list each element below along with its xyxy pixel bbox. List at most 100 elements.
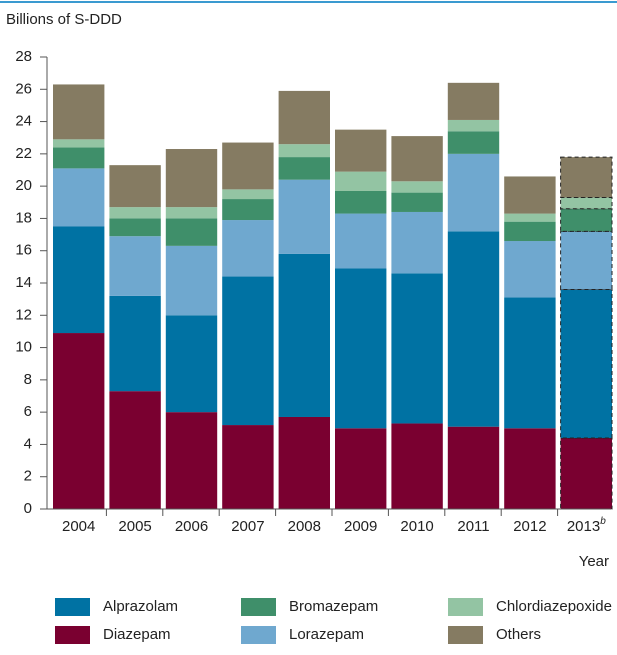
bar-segment — [560, 288, 613, 439]
bar-segment — [335, 268, 387, 429]
bar-segment — [53, 333, 105, 509]
bar-segment — [447, 82, 500, 120]
bar-segment — [560, 208, 613, 232]
bar-segment — [447, 231, 500, 427]
x-tick-text: 2007 — [231, 518, 264, 535]
bar-segment — [109, 236, 161, 296]
bar-segment — [447, 153, 500, 232]
bar-segment — [278, 144, 330, 158]
bar-segment — [391, 423, 443, 509]
bar-segment — [222, 189, 274, 200]
legend-swatch — [241, 598, 276, 616]
bar-segment — [335, 428, 387, 509]
bar-segment — [447, 426, 500, 509]
bar-segment — [504, 213, 556, 222]
y-tick-label: 28 — [15, 48, 32, 65]
bar-segment — [222, 276, 274, 426]
bar-segment — [165, 245, 218, 316]
bar-segment — [109, 295, 161, 392]
legend-label: Others — [496, 626, 541, 643]
legend-label: Diazepam — [103, 626, 171, 643]
bar-segment — [391, 192, 443, 212]
x-tick-text: 2012 — [513, 518, 546, 535]
bar-segment — [447, 131, 500, 154]
x-tick-label: 2010 — [400, 518, 433, 535]
legend-swatch — [55, 626, 90, 644]
y-tick-label: 12 — [15, 306, 32, 323]
bar-segment — [391, 136, 443, 182]
bar-segment — [335, 171, 387, 191]
x-tick-text: 2005 — [118, 518, 151, 535]
bar-segment — [165, 315, 218, 413]
y-tick-label: 10 — [15, 339, 32, 356]
legend-label: Lorazepam — [289, 626, 364, 643]
bar-segment — [504, 297, 556, 429]
bar-segment — [53, 168, 105, 227]
bar-segment — [165, 149, 218, 208]
y-tick-label: 14 — [15, 274, 32, 291]
legend-label: Chlordiazepoxide — [496, 598, 612, 615]
x-tick-text: 2006 — [175, 518, 208, 535]
bar-segment — [391, 181, 443, 193]
y-tick-label: 8 — [24, 371, 32, 388]
bar-segment — [53, 147, 105, 169]
bar-segment — [278, 90, 330, 145]
x-tick-label: 2011 — [457, 518, 489, 535]
bar-segment — [222, 220, 274, 277]
bar-segment — [335, 190, 387, 214]
bar-segment — [335, 213, 387, 269]
x-tick-text: 2010 — [400, 518, 433, 535]
bar-segment — [447, 119, 500, 132]
y-axis-label: Billions of S-DDD — [6, 11, 122, 28]
bar-segment — [109, 165, 161, 208]
y-tick-label: 26 — [15, 80, 32, 97]
bar-segment — [222, 142, 274, 190]
x-tick-label: 2004 — [62, 518, 95, 535]
y-tick-label: 2 — [24, 468, 32, 485]
y-tick-label: 16 — [15, 242, 32, 259]
bar-segment — [504, 241, 556, 298]
bar-segment — [504, 221, 556, 242]
bar-segment — [53, 139, 105, 148]
bar-segment — [109, 218, 161, 237]
bar-segment — [278, 416, 330, 509]
y-tick-label: 4 — [24, 435, 32, 452]
bar-segment — [278, 253, 330, 417]
legend-swatch — [241, 626, 276, 644]
bar-segment — [109, 391, 161, 509]
x-tick-label: 2008 — [288, 518, 321, 535]
x-tick-label: 2006 — [175, 518, 208, 535]
bar-segment — [560, 196, 613, 210]
legend-swatch — [55, 598, 90, 616]
x-tick-label: 2013b — [567, 516, 606, 535]
bar-segment — [504, 176, 556, 214]
x-tick-label: 2005 — [118, 518, 151, 535]
y-tick-label: 0 — [24, 500, 32, 517]
y-tick-label: 6 — [24, 403, 32, 420]
bar-segment — [278, 179, 330, 254]
y-tick-label: 18 — [15, 209, 32, 226]
x-tick-text: 2009 — [344, 518, 377, 535]
bar-segment — [391, 211, 443, 274]
bar-segment — [504, 428, 556, 509]
y-tick-label: 22 — [15, 145, 32, 162]
y-tick-label: 20 — [15, 177, 32, 194]
bar-segment — [278, 157, 330, 180]
legend-label: Alprazolam — [103, 598, 178, 615]
bar-segment — [560, 156, 613, 198]
bar-segment — [53, 84, 105, 140]
bar-segment — [335, 129, 387, 172]
legend-label: Bromazepam — [289, 598, 378, 615]
bar-segment — [222, 425, 274, 509]
x-axis-label: Year — [579, 553, 609, 570]
x-tick-superscript: b — [600, 516, 606, 527]
bar-segment — [560, 437, 613, 510]
legend-swatch — [448, 598, 483, 616]
x-tick-text: 2008 — [288, 518, 321, 535]
bar-segment — [53, 226, 105, 334]
x-tick-label: 2007 — [231, 518, 264, 535]
bar-segment — [109, 207, 161, 219]
x-tick-label: 2012 — [513, 518, 546, 535]
x-tick-label: 2009 — [344, 518, 377, 535]
